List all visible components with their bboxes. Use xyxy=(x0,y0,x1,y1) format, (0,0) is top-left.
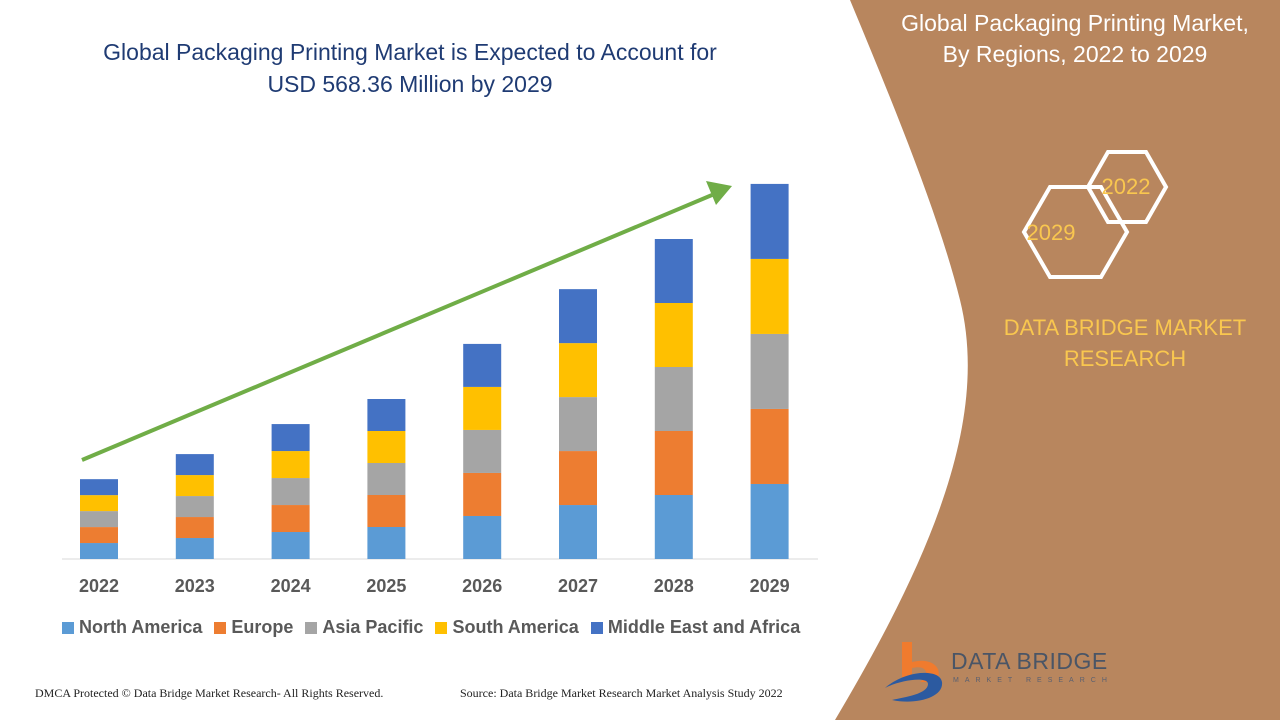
legend-item: North America xyxy=(62,617,202,638)
bar-segment-2026-europe xyxy=(463,472,502,516)
legend-label: North America xyxy=(79,617,203,637)
bar-segment-2023-south-america xyxy=(175,475,214,497)
bar-segment-2024-asia-pacific xyxy=(271,478,310,506)
x-tick-label: 2025 xyxy=(366,576,406,596)
bar-segment-2022-south-america xyxy=(80,495,118,512)
bar-segment-2028-europe xyxy=(654,431,693,496)
bar-segment-2027-asia-pacific xyxy=(559,397,597,452)
source-text: Source: Data Bridge Market Research Mark… xyxy=(460,686,783,700)
legend-swatch xyxy=(590,621,603,634)
bar-segment-2025-asia-pacific xyxy=(367,463,406,496)
bar-segment-2024-south-america xyxy=(271,451,310,479)
legend-item: Asia Pacific xyxy=(305,617,423,638)
x-tick-label: 2029 xyxy=(750,576,790,596)
bar-segment-2023-middle-east-and-africa xyxy=(175,454,214,476)
hex-label-2029: 2029 xyxy=(1027,220,1076,245)
bar-segment-2028-asia-pacific xyxy=(654,367,693,432)
bar-segment-2026-asia-pacific xyxy=(463,429,502,473)
bar-segment-2022-middle-east-and-africa xyxy=(80,479,118,496)
trend-arrow xyxy=(81,181,732,462)
legend-swatch xyxy=(62,621,74,634)
x-tick-label: 2027 xyxy=(558,576,598,596)
x-tick-label: 2028 xyxy=(654,576,694,596)
side-panel-title: Global Packaging Printing Market, By Reg… xyxy=(880,8,1270,70)
x-tick-label: 2023 xyxy=(175,576,215,596)
title-line-1: Global Packaging Printing Market is Expe… xyxy=(103,39,717,65)
stacked-bar-chart: 2022 2023 2024 2025 2026 2027 2028 2029 xyxy=(62,181,818,596)
chart-title: Global Packaging Printing Market is Expe… xyxy=(60,36,760,100)
bars-group xyxy=(80,183,789,559)
x-tick-label: 2024 xyxy=(271,576,311,596)
chart-legend: North America Europe Asia Pacific South Ame… xyxy=(62,617,800,638)
bar-segment-2025-north-america xyxy=(367,527,406,559)
bar-segment-2027-middle-east-and-africa xyxy=(559,289,597,344)
bar-segment-2022-europe xyxy=(80,527,118,544)
bar-segment-2024-middle-east-and-africa xyxy=(271,424,310,452)
logo-name: DATA BRIDGE xyxy=(951,648,1108,674)
bar-segment-2029-europe xyxy=(750,408,789,484)
bar-segment-2028-middle-east-and-africa xyxy=(654,239,693,304)
hexagon-2029 xyxy=(1021,185,1130,279)
copyright-text: DMCA Protected © Data Bridge Market Rese… xyxy=(35,686,384,700)
legend-swatch xyxy=(435,621,448,634)
bar-segment-2028-north-america xyxy=(654,495,693,559)
bar-segment-2022-north-america xyxy=(80,543,118,559)
side-title-line-1: Global Packaging Printing Market, xyxy=(901,10,1249,36)
bar-segment-2029-asia-pacific xyxy=(750,333,789,409)
bar-segment-2026-north-america xyxy=(463,515,502,559)
legend-label: South America xyxy=(452,617,579,637)
logo-tagline: MARKET RESEARCH xyxy=(953,677,1113,684)
bar-segment-2029-middle-east-and-africa xyxy=(750,183,789,259)
legend-swatch xyxy=(305,621,318,634)
legend-label: Europe xyxy=(231,617,294,637)
brand-line-2: RESEARCH xyxy=(1063,346,1187,371)
bar-segment-2027-south-america xyxy=(559,343,597,398)
bar-segment-2025-europe xyxy=(367,495,406,527)
bar-segment-2023-north-america xyxy=(175,538,214,559)
bar-segment-2027-north-america xyxy=(559,505,597,559)
bar-segment-2025-middle-east-and-africa xyxy=(367,399,406,432)
legend-swatch xyxy=(214,621,227,634)
brand-text: DATA BRIDGE MARKET RESEARCH xyxy=(990,312,1260,374)
side-title-line-2: By Regions, 2022 to 2029 xyxy=(942,41,1208,67)
x-tick-label: 2026 xyxy=(462,576,502,596)
hex-label-2022: 2022 xyxy=(1102,174,1151,199)
legend-item: Europe xyxy=(214,617,293,638)
legend-item: Middle East and Africa xyxy=(590,617,801,638)
logo-icon xyxy=(885,642,943,702)
legend-label: Middle East and Africa xyxy=(607,617,801,637)
bar-segment-2028-south-america xyxy=(654,303,693,368)
bar-segment-2029-north-america xyxy=(750,483,789,559)
bar-segment-2027-europe xyxy=(559,451,597,506)
legend-item: South America xyxy=(435,617,579,638)
legend-label: Asia Pacific xyxy=(322,617,424,637)
hexagon-2022 xyxy=(1085,150,1169,224)
bar-segment-2029-south-america xyxy=(750,258,789,334)
brown-panel xyxy=(835,0,1280,720)
bar-segment-2026-middle-east-and-africa xyxy=(463,343,502,387)
bar-segment-2025-south-america xyxy=(367,431,406,464)
bar-segment-2023-europe xyxy=(175,517,214,539)
x-tick-labels: 2022 2023 2024 2025 2026 2027 2028 2029 xyxy=(79,576,790,596)
title-line-2: USD 568.36 Million by 2029 xyxy=(267,71,553,97)
bar-segment-2022-asia-pacific xyxy=(80,511,118,528)
bar-segment-2026-south-america xyxy=(463,386,502,430)
bar-segment-2024-europe xyxy=(271,505,310,533)
brand-line-1: DATA BRIDGE MARKET xyxy=(1003,315,1247,340)
bar-segment-2024-north-america xyxy=(271,532,310,559)
x-tick-label: 2022 xyxy=(79,576,119,596)
bar-segment-2023-asia-pacific xyxy=(175,496,214,518)
